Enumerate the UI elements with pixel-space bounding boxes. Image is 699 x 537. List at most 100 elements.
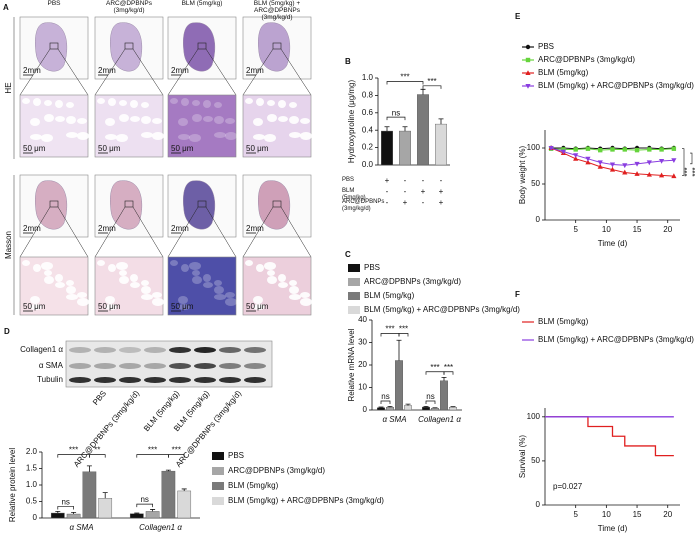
band	[194, 377, 216, 383]
alveolus	[41, 134, 53, 142]
alveolus	[189, 134, 201, 142]
alveolus	[55, 116, 65, 122]
error-bar	[396, 339, 402, 361]
significance-label: **	[94, 446, 100, 455]
legend-label: PBS	[538, 42, 554, 51]
alveolus	[289, 132, 301, 138]
alveolus	[289, 102, 297, 108]
table-mark: -	[422, 176, 425, 185]
alveolus	[105, 118, 115, 126]
x-axis-label: Time (d)	[598, 239, 628, 248]
lung-section	[258, 180, 291, 230]
alveolus	[289, 280, 297, 286]
significance-label: ***	[683, 167, 692, 176]
significance-label: ***	[400, 73, 409, 82]
y-tick-label: 0.4	[362, 125, 374, 134]
point	[634, 161, 640, 167]
alveolus	[30, 304, 42, 310]
band	[69, 363, 91, 369]
significance-label: ***	[385, 325, 394, 334]
alveolus	[66, 132, 78, 138]
y-tick-label: 1.0	[26, 480, 38, 489]
band	[169, 363, 191, 369]
significance-label: ***	[172, 446, 181, 455]
error-bar	[71, 511, 77, 515]
alveolus	[192, 276, 202, 284]
zoom-line	[167, 48, 199, 96]
zoom-line	[205, 48, 237, 96]
alveolus	[178, 296, 188, 304]
bar	[177, 490, 192, 519]
alveolus	[119, 100, 127, 106]
significance-label: ns	[61, 498, 69, 507]
bar	[98, 498, 113, 519]
x-tick-label: 10	[602, 225, 611, 234]
legend-swatch	[212, 497, 224, 505]
zoom-line	[94, 206, 126, 258]
table-mark: +	[403, 198, 408, 207]
alveolus	[170, 98, 178, 104]
alveolus	[97, 260, 105, 266]
legend-label: PBS	[228, 451, 244, 460]
alveolus	[214, 286, 224, 294]
alveolus	[44, 276, 54, 284]
error-bar	[134, 512, 140, 514]
x-tick-label: 20	[663, 225, 672, 234]
bar	[431, 408, 439, 411]
scale-bar-label: 2mm	[171, 224, 189, 233]
point	[658, 158, 665, 164]
zoom-line	[19, 206, 51, 258]
error-bar	[450, 406, 456, 408]
alveolus	[66, 286, 76, 294]
alveolus	[214, 132, 226, 138]
alveolus	[116, 134, 128, 142]
alveolus	[152, 292, 162, 298]
x-axis-label: Time (d)	[598, 524, 628, 533]
alveolus	[141, 280, 149, 286]
bar	[66, 513, 81, 519]
alveolus	[267, 100, 275, 106]
alveolus	[105, 134, 117, 140]
legend-label: BLM (5mg/kg)	[228, 481, 279, 490]
alveolus	[108, 264, 116, 272]
significance-bracket	[422, 85, 442, 89]
legend-label: BLM (5mg/kg)	[538, 68, 589, 77]
panel-letter: E	[515, 12, 521, 21]
bar	[422, 406, 430, 411]
alveolus	[225, 292, 235, 298]
alveolus	[55, 274, 63, 282]
table-row-label: PBS	[342, 177, 355, 183]
y-tick-label: 0	[536, 215, 541, 224]
lane-label: ARC@DPBNPs (3mg/kg/d)	[72, 389, 141, 469]
y-tick-label: 0.5	[26, 497, 38, 506]
band	[194, 363, 216, 369]
zoom-line	[205, 206, 237, 258]
legend-label: ARC@DPBNPs (3mg/kg/d)	[228, 466, 325, 475]
zoom-image	[94, 94, 164, 158]
alveolus	[119, 270, 127, 276]
error-bar	[378, 406, 384, 408]
band	[244, 377, 266, 383]
error-bar	[165, 469, 171, 472]
bar	[440, 380, 448, 411]
bar	[399, 130, 411, 166]
y-axis-label: Hydroxyproline (μg/mg)	[347, 80, 356, 164]
alveolus	[30, 118, 40, 126]
y-tick-label: 0	[363, 405, 368, 414]
point	[622, 147, 627, 152]
error-bar	[441, 376, 447, 381]
scale-bar-label: 50 μm	[171, 144, 194, 153]
scale-bar-label: 2mm	[171, 66, 189, 75]
significance-bracket	[682, 148, 685, 176]
alveolus	[41, 262, 53, 270]
x-tick-label: 15	[633, 225, 642, 234]
x-tick-label: 5	[573, 510, 578, 519]
point	[671, 173, 677, 179]
significance-bracket	[690, 152, 693, 165]
alveolus	[181, 98, 189, 106]
column-header: BLM (5mg/kg)	[181, 0, 223, 7]
error-bar	[438, 118, 444, 125]
alveolus	[170, 260, 178, 266]
point	[622, 163, 628, 169]
zoom-line	[242, 48, 274, 96]
